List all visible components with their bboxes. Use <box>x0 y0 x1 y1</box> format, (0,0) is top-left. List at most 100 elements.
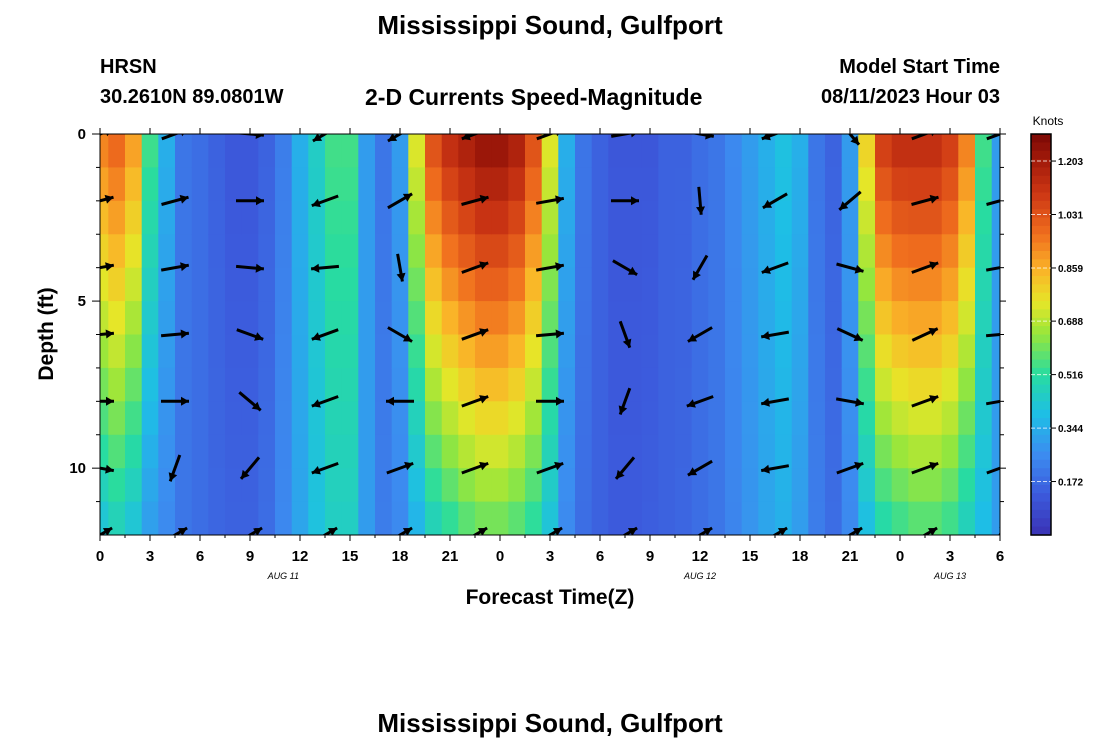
x-tick-label: 15 <box>342 548 359 565</box>
y-tick-label: 0 <box>78 126 86 143</box>
heatmap-cell <box>158 334 176 369</box>
heatmap-cell <box>741 267 759 302</box>
colorbar-tick-label: 0.172 <box>1058 478 1083 489</box>
heatmap-cell <box>875 468 893 503</box>
heatmap-cell <box>708 234 726 269</box>
heatmap-cell <box>658 334 676 369</box>
heatmap-cell <box>391 334 409 369</box>
heatmap-cell <box>241 200 259 235</box>
current-vector <box>836 262 864 274</box>
heatmap-cell <box>641 434 659 469</box>
heatmap-cell <box>541 334 559 369</box>
current-vector <box>618 320 632 349</box>
heatmap-cell <box>791 401 809 436</box>
heatmap-cell <box>158 134 176 168</box>
heatmap-cell <box>225 134 243 168</box>
heatmap-cell <box>775 334 793 369</box>
heatmap-cell <box>308 134 326 168</box>
heatmap-cell <box>791 367 809 402</box>
heatmap-cell <box>825 234 843 269</box>
colorbar-tick-label: 0.516 <box>1058 371 1083 382</box>
colorbar-step <box>1031 217 1051 227</box>
date-label: AUG 12 <box>683 571 716 581</box>
heatmap-cell <box>491 401 509 436</box>
heatmap-cell <box>625 468 643 503</box>
current-vector <box>761 134 780 141</box>
heatmap-cell <box>225 434 243 469</box>
heatmap-cell <box>925 134 943 168</box>
colorbar-tick-label: 0.688 <box>1058 317 1083 328</box>
heatmap-cell <box>791 301 809 336</box>
heatmap-cell <box>391 434 409 469</box>
heatmap-cell <box>458 334 476 369</box>
heatmap-cell <box>225 167 243 202</box>
heatmap-cell <box>725 234 743 269</box>
heatmap-cell <box>775 501 793 535</box>
model-start-value: 08/11/2023 Hour 03 <box>820 86 1000 108</box>
heatmap-cell <box>208 267 226 302</box>
heatmap-cell <box>258 501 276 535</box>
heatmap-cell <box>625 167 643 202</box>
heatmap-cell <box>591 334 609 369</box>
heatmap-cell <box>508 367 526 402</box>
heatmap-cell <box>441 434 459 469</box>
current-vector <box>100 262 115 272</box>
heatmap-cell <box>258 134 276 168</box>
heatmap-cell <box>741 134 759 168</box>
colorbar-step <box>1031 142 1051 152</box>
current-vector <box>760 330 790 340</box>
y-axis: 0 5 10 <box>69 126 1006 503</box>
heatmap-cell <box>758 334 776 369</box>
heatmap-cell <box>775 468 793 503</box>
heatmap-cell <box>541 501 559 535</box>
heatmap-cell <box>358 434 376 469</box>
heatmap-cell <box>491 367 509 402</box>
heatmap-cell <box>608 200 626 235</box>
heatmap-cell <box>508 167 526 202</box>
heatmap-cell <box>975 501 993 535</box>
current-vector <box>687 326 713 343</box>
current-vector <box>461 328 489 341</box>
colorbar-step <box>1031 292 1051 302</box>
colorbar-step <box>1031 518 1051 528</box>
current-vector <box>311 194 339 208</box>
heatmap-cell <box>991 434 1000 469</box>
heatmap-cell <box>375 234 393 269</box>
colorbar-step <box>1031 209 1051 219</box>
x-tick-label: 6 <box>596 548 604 565</box>
heatmap-cell <box>925 234 943 269</box>
colorbar-step <box>1031 159 1051 169</box>
colorbar-step <box>1031 251 1051 260</box>
current-vector <box>461 395 489 408</box>
current-vector <box>535 329 565 339</box>
current-vector <box>100 134 110 137</box>
heatmap-cell <box>475 501 493 535</box>
heatmap-cell <box>975 234 993 269</box>
heatmap-cell <box>675 134 693 168</box>
heatmap-cell <box>958 200 976 235</box>
heatmap-cell <box>108 468 126 503</box>
heatmap-cell <box>391 234 409 269</box>
heatmap-cell <box>108 501 126 535</box>
heatmap-cell <box>975 134 993 168</box>
heatmap-cell <box>975 334 993 369</box>
heatmap-cell <box>158 200 176 235</box>
heatmap-cell <box>425 301 443 336</box>
heatmap-cell <box>725 367 743 402</box>
heatmap-cell <box>525 301 543 336</box>
heatmap-cell <box>108 234 126 269</box>
heatmap-cell <box>108 167 126 202</box>
heatmap-cell <box>191 200 209 235</box>
colorbar-tick-label: 0.859 <box>1058 264 1083 275</box>
colorbar-step <box>1031 459 1051 469</box>
heatmap-cell <box>808 267 826 302</box>
heatmap-cell <box>925 434 943 469</box>
heatmap-cell <box>908 234 926 269</box>
heatmap-cell <box>658 501 676 535</box>
heatmap-cell <box>608 234 626 269</box>
colorbar: Knots 1.203 1.031 0.859 0.688 0.516 0.344 0.17… <box>1030 114 1083 536</box>
current-vector <box>696 186 705 215</box>
heatmap-cell <box>825 401 843 436</box>
heatmap-cell <box>158 401 176 436</box>
heatmap-cell <box>575 234 593 269</box>
